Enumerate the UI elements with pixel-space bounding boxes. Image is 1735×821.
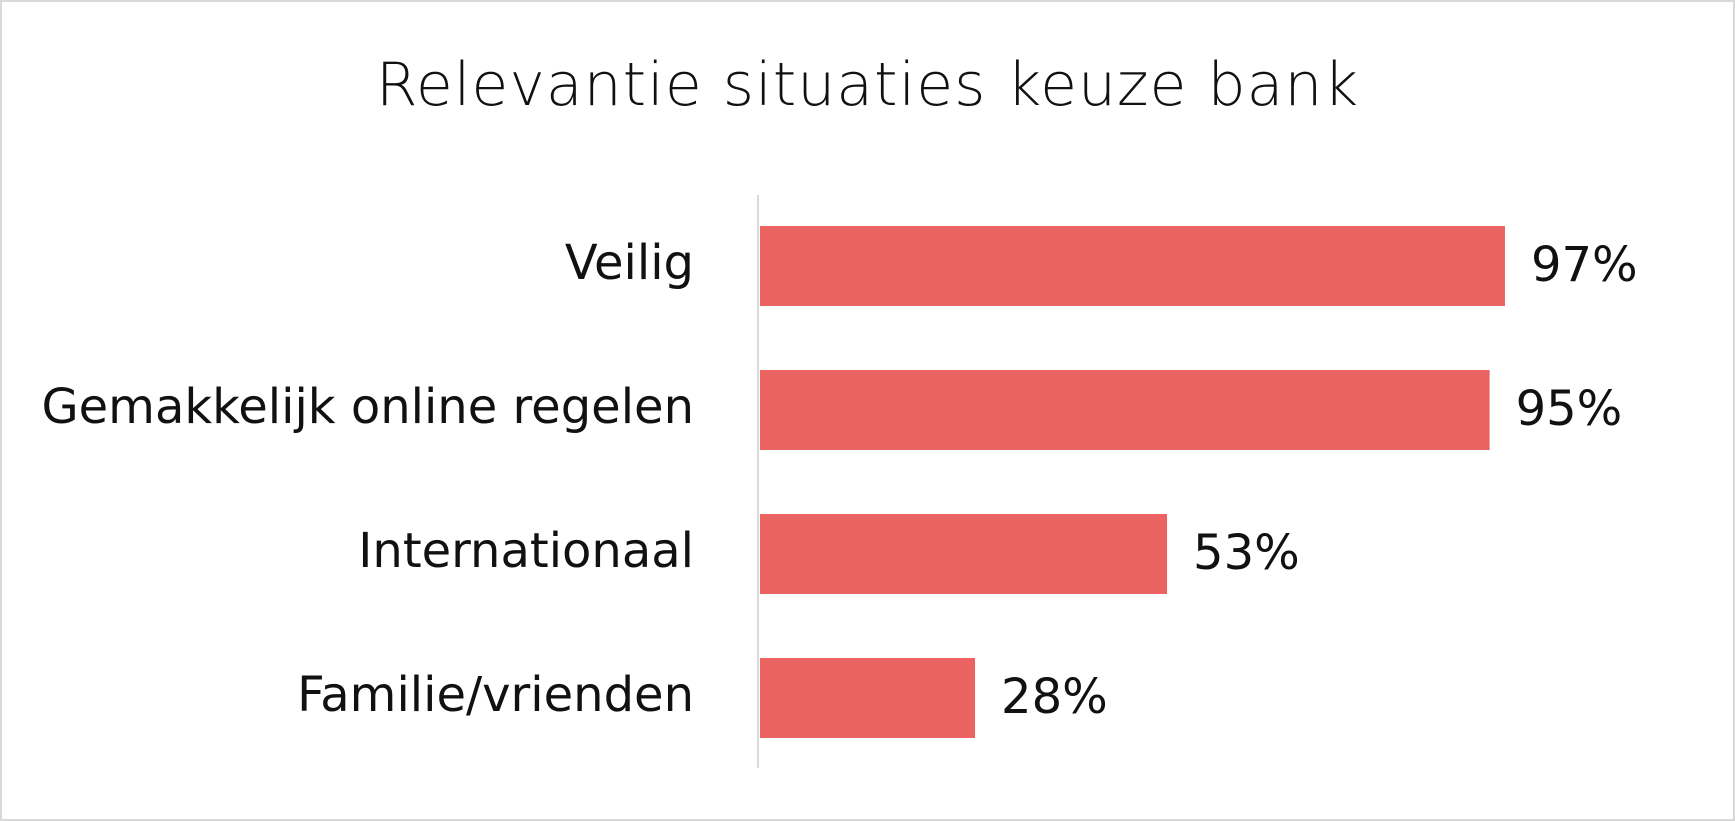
bar-2 bbox=[760, 370, 1490, 450]
bar-4 bbox=[760, 658, 976, 738]
value-label-4: 28% bbox=[1001, 669, 1108, 725]
value-label-1: 97% bbox=[1531, 237, 1638, 293]
chart-title: Relevantie situaties keuze bank bbox=[375, 50, 1360, 120]
value-label-3: 53% bbox=[1193, 525, 1300, 581]
bars-group: Veilig 97% Gemakkelijk online regelen 95% In… bbox=[41, 226, 1638, 738]
bar-1 bbox=[760, 226, 1505, 306]
category-label-2: Gemakkelijk online regelen bbox=[41, 379, 694, 435]
category-label-1: Veilig bbox=[565, 235, 694, 291]
category-label-4: Familie/vrienden bbox=[297, 667, 694, 723]
category-label-3: Internationaal bbox=[358, 523, 694, 579]
value-label-2: 95% bbox=[1516, 381, 1623, 437]
bar-3 bbox=[760, 514, 1168, 594]
